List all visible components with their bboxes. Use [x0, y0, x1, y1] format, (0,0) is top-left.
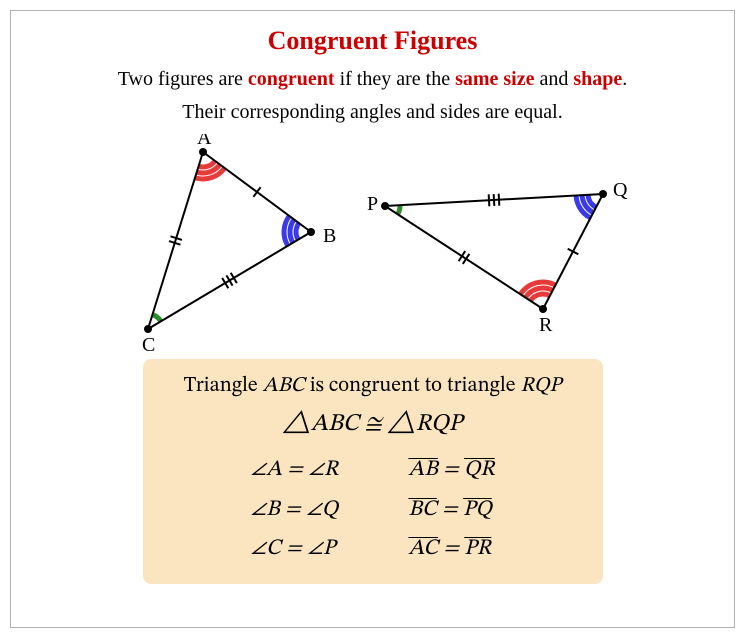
highlight-shape: shape — [573, 68, 622, 90]
text: Two figures are — [118, 68, 248, 90]
congruence-symbol-line: △ABC ≅ △RQP — [163, 409, 583, 439]
math-columns: ∠A = ∠R∠B = ∠Q∠C = ∠P AB = QRBC = PQAC =… — [163, 451, 583, 570]
highlight-congruent: congruent — [248, 68, 335, 90]
side-equation: AC = PR — [408, 530, 494, 570]
title: Congruent Figures — [36, 26, 709, 56]
text: is congruent to triangle — [305, 375, 521, 396]
svg-text:B: B — [323, 225, 336, 247]
svg-text:P: P — [367, 193, 378, 215]
math-box: Triangle ABC is congruent to triangle RQ… — [143, 359, 603, 584]
text: and — [535, 68, 574, 90]
text: . — [622, 68, 627, 90]
side-equation: AB = QR — [408, 451, 494, 491]
angles-column: ∠A = ∠R∠B = ∠Q∠C = ∠P — [250, 451, 338, 570]
angle-equation: ∠A = ∠R — [250, 451, 338, 491]
definition-line-1: Two figures are congruent if they are th… — [36, 68, 709, 91]
triangles-svg: A B C P Q R — [93, 134, 653, 359]
svg-text:Q: Q — [613, 179, 628, 201]
svg-text:C: C — [142, 334, 155, 356]
triangle-name-1: ABC — [263, 375, 305, 396]
highlight-samesize: same size — [455, 68, 534, 90]
side-equation: BC = PQ — [408, 491, 494, 531]
definition-line-2: Their corresponding angles and sides are… — [36, 101, 709, 124]
sides-column: AB = QRBC = PQAC = PR — [408, 451, 494, 570]
triangle-name-2: RQP — [520, 375, 561, 396]
triangles-diagram: A B C P Q R — [36, 134, 709, 359]
svg-text:A: A — [197, 134, 212, 149]
congruence-statement-text: Triangle ABC is congruent to triangle RQ… — [163, 373, 583, 399]
svg-text:R: R — [539, 314, 553, 336]
angle-equation: ∠C = ∠P — [250, 530, 338, 570]
text: Triangle — [184, 375, 263, 396]
angle-equation: ∠B = ∠Q — [250, 491, 338, 531]
text: if they are the — [335, 68, 456, 90]
figure-container: Congruent Figures Two figures are congru… — [10, 10, 735, 628]
